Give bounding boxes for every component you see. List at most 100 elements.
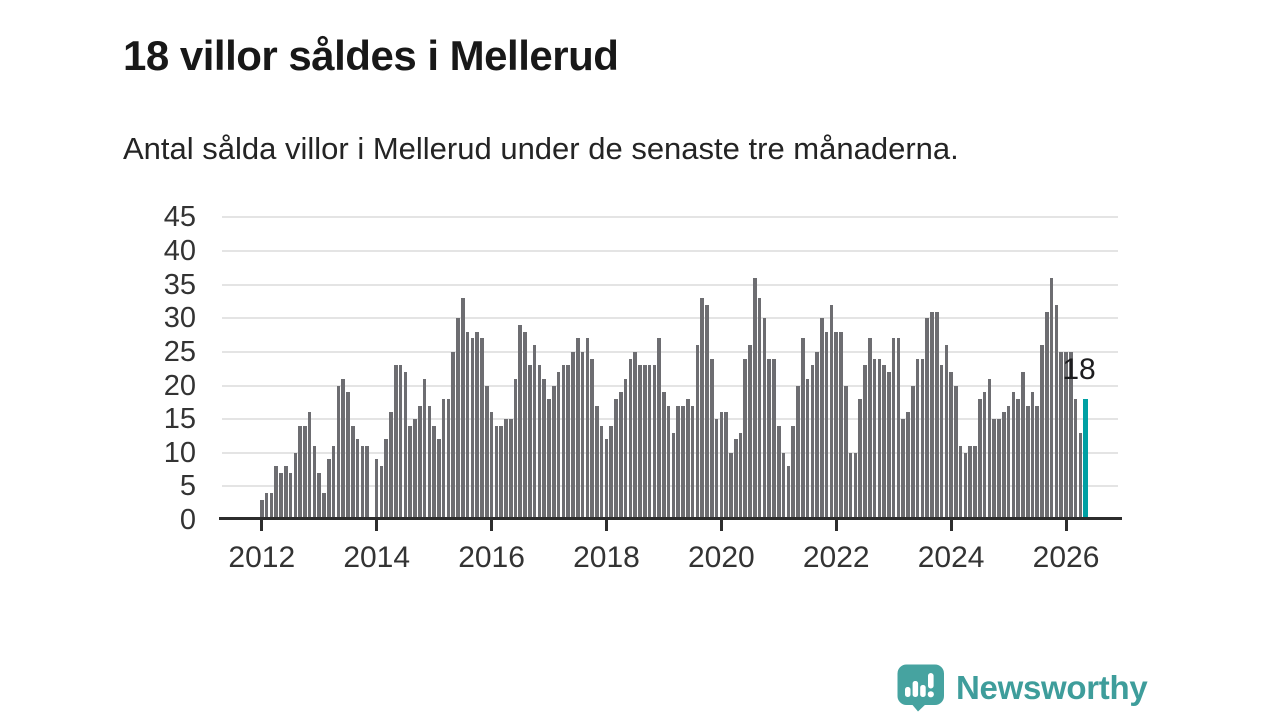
- bar: [1016, 398, 1020, 520]
- bar: [398, 365, 403, 520]
- bar: [920, 358, 925, 520]
- bar: [733, 439, 738, 520]
- bar: [1011, 392, 1016, 520]
- bar: [508, 419, 513, 520]
- bar: [441, 398, 446, 520]
- bar: [542, 378, 547, 520]
- bar: [585, 338, 590, 520]
- bar: [384, 439, 389, 520]
- y-axis-tick-label: 45: [163, 201, 196, 234]
- bar: [877, 358, 882, 520]
- bar: [642, 365, 647, 520]
- bar: [628, 358, 633, 520]
- bar: [518, 324, 523, 520]
- x-axis-tick-label: 2026: [1032, 541, 1100, 574]
- gridline: [222, 216, 1118, 219]
- bar: [556, 372, 561, 520]
- bar: [413, 419, 417, 520]
- bar: [274, 466, 278, 520]
- bar: [303, 425, 307, 520]
- bar: [915, 358, 920, 520]
- chart-title: 18 villor såldes i Mellerud: [123, 32, 619, 80]
- bar: [662, 392, 666, 520]
- bar: [973, 446, 977, 520]
- bar: [638, 365, 642, 520]
- bar: [824, 331, 829, 520]
- bar: [911, 385, 915, 520]
- x-axis-tick-label: 2014: [343, 541, 411, 574]
- bar: [417, 405, 422, 520]
- bar: [437, 439, 441, 520]
- gridline: [222, 283, 1118, 286]
- bar: [499, 425, 503, 520]
- y-axis-tick-label: 25: [163, 335, 196, 368]
- bar: [619, 392, 623, 520]
- y-axis-tick-label: 30: [163, 302, 196, 335]
- bar: [925, 318, 929, 520]
- bar: [844, 385, 848, 520]
- bar: [781, 452, 786, 520]
- bar: [456, 318, 460, 520]
- bar: [748, 345, 752, 520]
- x-axis-tick: [1064, 520, 1068, 531]
- bar: [346, 392, 350, 520]
- bar: [743, 358, 748, 520]
- bar: [987, 378, 992, 520]
- bar: [652, 365, 657, 520]
- bar: [695, 345, 700, 520]
- x-axis-tick-label: 2024: [917, 541, 985, 574]
- bar: [451, 351, 456, 520]
- x-axis-tick-label: 2016: [458, 541, 525, 574]
- bar: [575, 338, 580, 520]
- bar: [599, 425, 604, 520]
- bar: [724, 412, 728, 520]
- highlight-bar: [1083, 398, 1088, 520]
- bar: [288, 472, 293, 520]
- bar: [1006, 405, 1011, 520]
- bar: [336, 385, 341, 520]
- bar: [360, 446, 365, 520]
- bar: [1059, 351, 1064, 520]
- x-axis-tick-label: 2022: [802, 541, 870, 574]
- bar: [614, 398, 618, 520]
- bar: [891, 338, 896, 520]
- bar: [729, 452, 733, 520]
- newsworthy-logo-icon: [897, 664, 944, 712]
- bar: [504, 419, 508, 520]
- bar: [944, 345, 949, 520]
- bar: [776, 425, 781, 520]
- bar: [571, 351, 575, 520]
- bar: [432, 425, 436, 520]
- bar: [523, 331, 527, 520]
- bar: [470, 338, 475, 520]
- bar: [772, 358, 776, 520]
- bar: [322, 493, 326, 520]
- gridline: [222, 350, 1118, 353]
- bar: [867, 338, 872, 520]
- bar: [1030, 392, 1035, 520]
- bar: [374, 459, 379, 520]
- bar: [264, 493, 269, 520]
- bar: [700, 298, 704, 520]
- bar: [709, 358, 714, 520]
- bar: [767, 358, 772, 520]
- bar: [341, 378, 345, 520]
- bar: [394, 365, 398, 520]
- bar: [647, 365, 652, 520]
- bar: [887, 372, 891, 520]
- bar: [896, 338, 901, 520]
- bar: [963, 452, 968, 520]
- bar: [676, 405, 681, 520]
- bar: [312, 446, 317, 520]
- bar: [982, 392, 987, 520]
- bar: [949, 372, 953, 520]
- bar: [719, 412, 724, 520]
- bar: [422, 378, 427, 520]
- bar: [810, 365, 815, 520]
- gridline: [222, 250, 1118, 252]
- bar: [623, 378, 628, 520]
- bar: [298, 425, 302, 520]
- bar: [815, 351, 819, 520]
- bar: [954, 385, 958, 520]
